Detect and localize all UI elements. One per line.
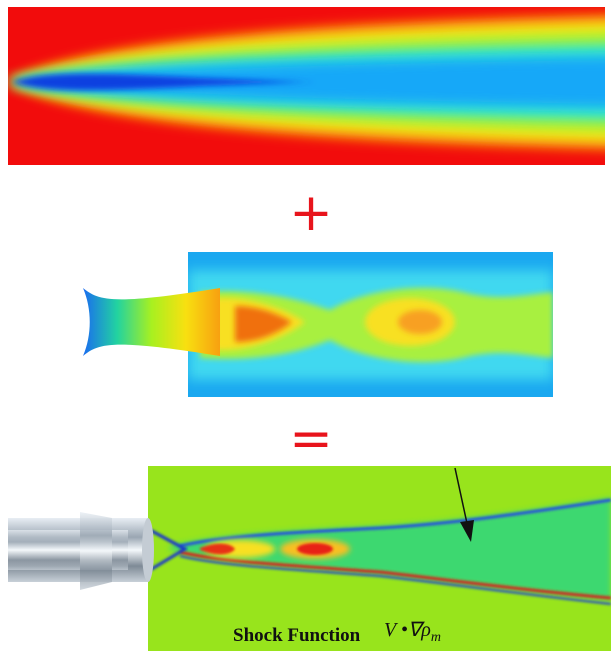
- nozzle-flow-shape-shape: [398, 310, 442, 334]
- nozzle-hardware-shape: [80, 512, 112, 590]
- plume-contour: [8, 7, 611, 165]
- shock-function-field-shape: [148, 466, 611, 651]
- nozzle-flow-shape: [188, 252, 553, 397]
- formula-subscript: m: [431, 630, 441, 645]
- shock-function-field-shape-shape: [297, 543, 333, 555]
- nozzle: [83, 288, 220, 356]
- shock-function-field: Shock Function V •∇ρm: [8, 466, 611, 651]
- caption-label: Shock Function: [233, 625, 361, 646]
- plus-sign: +: [289, 183, 333, 243]
- page: + =: [0, 0, 611, 651]
- equals-sign: =: [289, 409, 333, 469]
- figure: + =: [0, 0, 611, 651]
- formula-main: V •∇ρ: [384, 619, 431, 641]
- nozzle-hardware-shape: [142, 518, 154, 582]
- nozzle-flow: [83, 252, 553, 397]
- nozzle-hardware: [8, 512, 154, 590]
